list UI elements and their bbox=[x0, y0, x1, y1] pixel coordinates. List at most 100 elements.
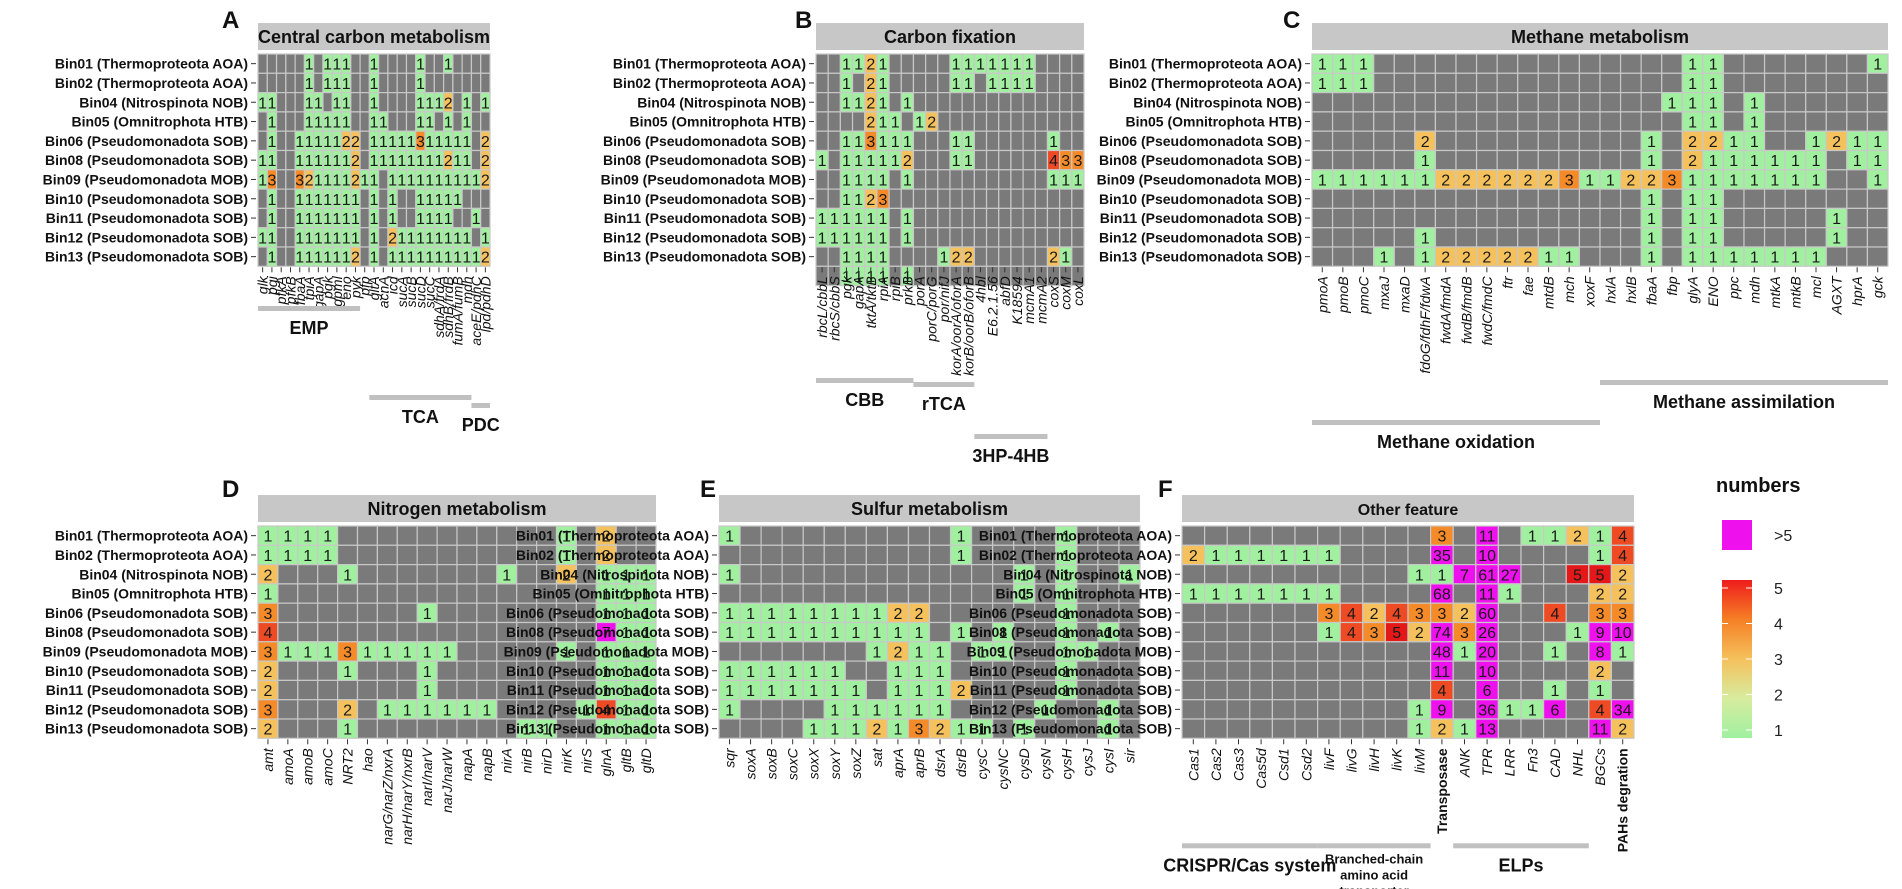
cell-value: 1 bbox=[988, 76, 997, 93]
heatmap-cell bbox=[1517, 91, 1539, 113]
heatmap-cell bbox=[928, 583, 952, 604]
heatmap-cell bbox=[937, 130, 951, 152]
gene-label: ENO bbox=[1705, 276, 1721, 306]
heatmap-cell bbox=[912, 53, 927, 74]
cell-value: 1 bbox=[915, 664, 924, 681]
heatmap-cell bbox=[285, 246, 296, 267]
heatmap-cell bbox=[1558, 227, 1581, 248]
cell-value: 74 bbox=[1433, 625, 1451, 642]
cell-value: 1 bbox=[379, 153, 388, 170]
cell-value: 3 bbox=[1061, 153, 1070, 170]
cell-value: 1 bbox=[1565, 250, 1574, 267]
heatmap-cell bbox=[405, 111, 417, 132]
heatmap-cell bbox=[912, 72, 927, 94]
heatmap-cell bbox=[1271, 699, 1296, 720]
cell-value: 1 bbox=[444, 250, 453, 267]
heatmap-cell bbox=[396, 111, 408, 132]
cell-value: 1 bbox=[830, 664, 839, 681]
cell-value: 1 bbox=[642, 722, 651, 739]
cell-value: 1 bbox=[283, 548, 292, 565]
heatmap-cell bbox=[476, 563, 498, 585]
cell-value: 2 bbox=[872, 722, 881, 739]
heatmap-cell bbox=[257, 130, 268, 152]
heatmap-cell bbox=[456, 602, 478, 624]
heatmap-cell bbox=[1393, 91, 1416, 113]
heatmap-cell bbox=[1294, 679, 1319, 701]
heatmap-cell bbox=[1517, 207, 1539, 229]
heatmap-cell bbox=[433, 53, 445, 74]
heatmap-cell bbox=[1022, 169, 1036, 190]
heatmap-cell bbox=[470, 111, 482, 132]
heatmap-cell bbox=[739, 583, 762, 604]
cell-value: 1 bbox=[397, 230, 406, 247]
group-label: CBB bbox=[845, 390, 884, 410]
heatmap-cell bbox=[1565, 718, 1590, 739]
heatmap-cell bbox=[1619, 91, 1642, 113]
heatmap-cell bbox=[1373, 53, 1395, 74]
heatmap-cell bbox=[998, 246, 1012, 267]
heatmap-cell bbox=[1181, 679, 1206, 701]
legend-tick-label: 1 bbox=[1774, 723, 1783, 740]
heatmap-cell bbox=[1034, 227, 1049, 248]
cell-value: 1 bbox=[332, 153, 341, 170]
heatmap-cell bbox=[925, 149, 939, 171]
heatmap-cell bbox=[937, 188, 951, 210]
gene-label: narH/narY/nxrB bbox=[399, 748, 415, 844]
gene-label: coxL bbox=[1070, 276, 1086, 306]
heatmap-cell bbox=[823, 563, 846, 585]
cell-value: 1 bbox=[988, 57, 997, 74]
row-label: Bin12 (Pseudomonadota SOB) bbox=[506, 701, 709, 717]
heatmap-cell bbox=[1339, 718, 1364, 739]
cell-value: 1 bbox=[851, 683, 860, 700]
cell-value: 1 bbox=[936, 644, 945, 661]
cell-value: 2 bbox=[1462, 172, 1471, 189]
heatmap-cell bbox=[378, 207, 389, 229]
heatmap-cell bbox=[1362, 679, 1387, 701]
heatmap-cell bbox=[1331, 91, 1354, 113]
gene-label: mtdB bbox=[1541, 276, 1557, 309]
heatmap-cell bbox=[470, 149, 482, 171]
heatmap-cell bbox=[1805, 53, 1827, 74]
heatmap-cell bbox=[1362, 525, 1387, 546]
heatmap-cell bbox=[356, 525, 378, 546]
gene-label: pyk bbox=[347, 275, 363, 299]
heatmap-cell bbox=[1384, 583, 1409, 604]
heatmap-cell bbox=[973, 149, 988, 171]
heatmap-cell bbox=[1452, 525, 1477, 546]
heatmap-cell bbox=[1722, 188, 1745, 210]
cell-value: 1 bbox=[1421, 230, 1430, 247]
cell-value: 6 bbox=[1550, 702, 1559, 719]
cell-value: 2 bbox=[481, 134, 490, 151]
cell-value: 1 bbox=[872, 644, 881, 661]
row-label: Bin08 (Pseudomonadota SOB) bbox=[45, 152, 248, 168]
heatmap-cell bbox=[718, 718, 741, 739]
heatmap-cell bbox=[1393, 188, 1416, 210]
cell-value: 2 bbox=[351, 153, 360, 170]
cell-value: 1 bbox=[1062, 606, 1071, 623]
heatmap-cell bbox=[1578, 72, 1601, 94]
heatmap-cell bbox=[1619, 149, 1642, 171]
heatmap-cell bbox=[1599, 149, 1622, 171]
heatmap-cell bbox=[1059, 91, 1073, 113]
cell-value: 1 bbox=[323, 644, 332, 661]
cell-value: 1 bbox=[602, 664, 611, 681]
heatmap-cell bbox=[1034, 188, 1049, 210]
cell-value: 1 bbox=[952, 76, 961, 93]
heatmap-cell bbox=[1784, 111, 1807, 132]
cell-value: 1 bbox=[854, 95, 863, 112]
gene-label: livH bbox=[1366, 747, 1382, 771]
heatmap-cell bbox=[456, 583, 478, 604]
heatmap-cell bbox=[1743, 53, 1766, 74]
cell-value: 10 bbox=[1614, 625, 1632, 642]
heatmap-cell bbox=[1496, 130, 1519, 152]
heatmap-cell bbox=[1619, 188, 1642, 210]
heatmap-cell bbox=[1434, 53, 1457, 74]
heatmap-cell bbox=[815, 188, 829, 210]
cell-value: 1 bbox=[1104, 625, 1113, 642]
cell-value: 1 bbox=[767, 664, 776, 681]
heatmap-cell bbox=[998, 149, 1012, 171]
group-label: EMP bbox=[290, 318, 329, 338]
gene-label: nirB bbox=[519, 748, 535, 773]
heatmap-cell bbox=[844, 544, 867, 566]
heatmap-cell bbox=[718, 583, 741, 604]
